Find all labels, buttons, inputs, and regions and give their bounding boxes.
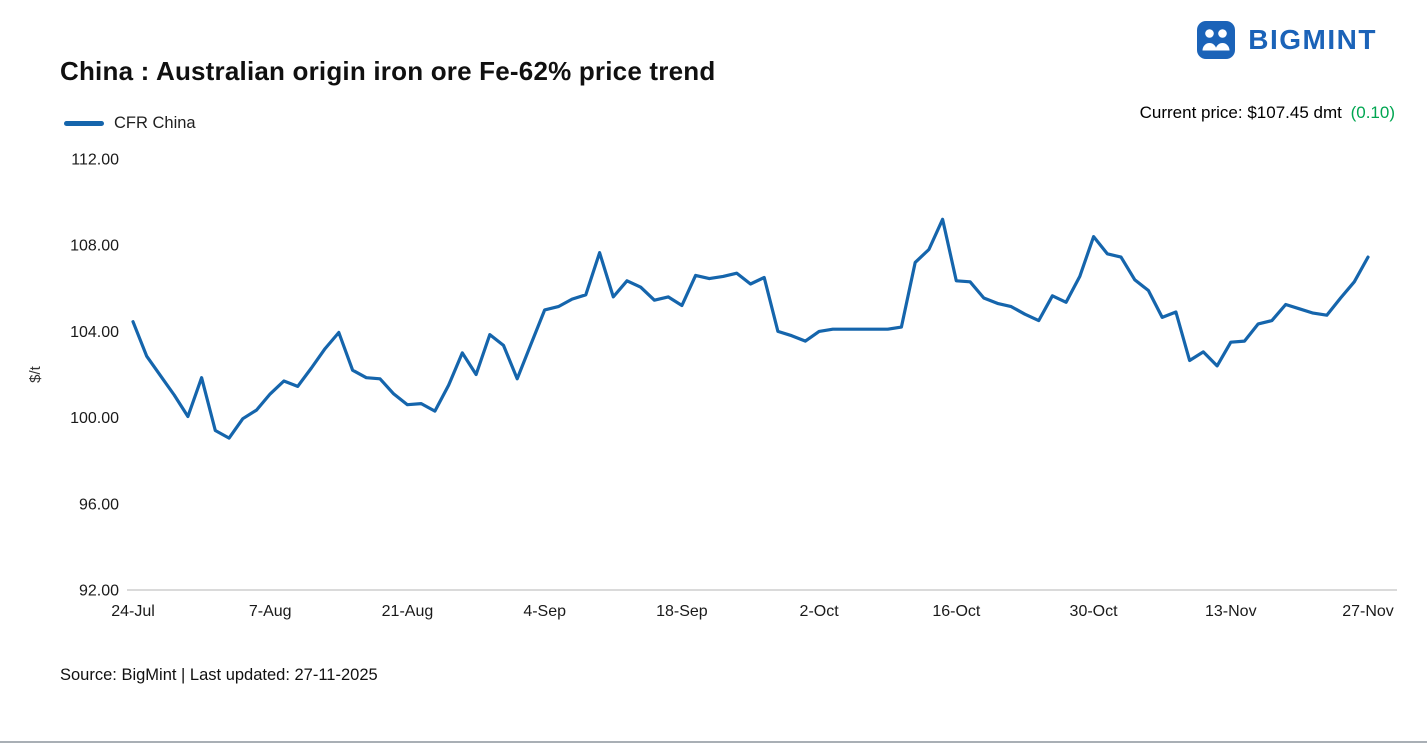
y-tick-label: 100.00 <box>70 410 119 427</box>
y-axis-title: $/t <box>27 365 44 383</box>
y-tick-label: 104.00 <box>70 324 119 341</box>
x-tick-label: 16-Oct <box>932 603 981 620</box>
x-tick-label: 24-Jul <box>111 603 155 620</box>
x-tick-label: 18-Sep <box>656 603 708 620</box>
bigmint-logo-icon <box>1197 21 1236 59</box>
current-price-label: Current price: $107.45 dmt <box>1139 103 1342 122</box>
bigmint-logo-text: BIGMINT <box>1248 24 1377 55</box>
x-tick-label: 13-Nov <box>1205 603 1257 620</box>
source-note: Source: BigMint | Last updated: 27-11-20… <box>60 666 378 684</box>
x-tick-label: 21-Aug <box>382 603 434 620</box>
x-tick-label: 7-Aug <box>249 603 292 620</box>
price-line-series <box>131 217 1370 440</box>
current-price-change: (0.10) <box>1350 103 1395 122</box>
x-tick-label: 2-Oct <box>800 603 840 620</box>
y-tick-label: 92.00 <box>79 583 119 600</box>
x-tick-label: 27-Nov <box>1342 603 1394 620</box>
bottom-divider <box>0 741 1427 743</box>
chart-title: China : Australian origin iron ore Fe-62… <box>60 56 716 86</box>
legend-series-label: CFR China <box>114 114 196 132</box>
legend-line-marker <box>64 121 104 126</box>
bigmint-logo: BIGMINT <box>1196 20 1377 60</box>
chart-legend: CFR China <box>64 114 196 133</box>
y-tick-label: 96.00 <box>79 496 119 513</box>
y-tick-label: 108.00 <box>70 238 119 255</box>
current-price: Current price: $107.45 dmt (0.10) <box>1140 103 1395 123</box>
y-tick-label: 112.00 <box>71 152 119 169</box>
x-tick-label: 4-Sep <box>523 603 566 620</box>
x-tick-label: 30-Oct <box>1070 603 1119 620</box>
